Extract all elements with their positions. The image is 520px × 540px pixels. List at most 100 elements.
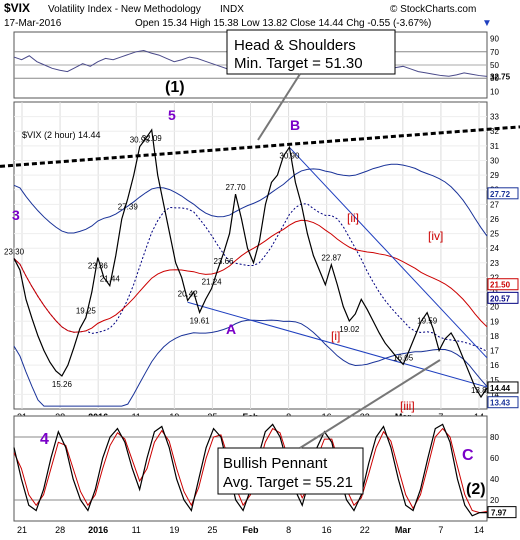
price-value-label: 23.30 <box>4 247 25 256</box>
wave-5-label: 5 <box>168 107 176 123</box>
wave-ii-label: [ii] <box>347 211 359 225</box>
stoch-x-tick: 28 <box>55 525 65 535</box>
stoch-x-tick: 14 <box>474 525 484 535</box>
price-value-label: 16.05 <box>393 353 414 362</box>
price-tick-label: 15 <box>490 376 499 385</box>
rsi-tick-label: 30 <box>490 74 499 83</box>
exchange-label: INDX <box>220 4 244 15</box>
rsi-current-value: 32.75 <box>490 72 511 81</box>
stoch-x-tick: Mar <box>395 525 412 535</box>
price-value-label: 20.42 <box>178 290 199 299</box>
watermark: © StockCharts.com <box>390 4 476 15</box>
price-tick-label: 25 <box>490 230 499 239</box>
price-tick-label: 31 <box>490 142 499 151</box>
symbol-title: $VIX <box>4 1 30 15</box>
stoch-axis: 20 40 60 80 7.97 <box>487 433 517 519</box>
price-value-label: 32.09 <box>142 134 163 143</box>
price-tick-label: 23 <box>490 259 499 268</box>
stoch-x-tick: 22 <box>360 525 370 535</box>
stoch-x-tick: 8 <box>286 525 291 535</box>
rsi-tick-label: 70 <box>490 48 499 57</box>
price-tick-label: 32 <box>490 127 499 136</box>
price-value-label: 23.36 <box>88 262 109 271</box>
price-panel-title: $VIX (2 hour) 14.44 <box>22 130 101 140</box>
price-tick-label: 26 <box>490 215 499 224</box>
price-labels: 23.30 15.26 19.25 23.36 21.44 27.39 30.9532.09… <box>4 134 492 395</box>
price-tick-label: 17 <box>490 347 499 356</box>
price-value-label: 15.26 <box>52 380 73 389</box>
hs-neckline <box>0 125 520 168</box>
stoch-x-tick: 25 <box>207 525 217 535</box>
price-overlays <box>0 125 520 407</box>
price-value-label: 30.95 <box>130 136 151 145</box>
price-badge-box <box>487 396 519 409</box>
price-tick-label: 30 <box>490 156 499 165</box>
price-badge-box <box>487 187 519 200</box>
bp-callout-line2: Avg. Target = 55.21 <box>223 474 353 491</box>
rsi-tick-label: 10 <box>490 87 499 96</box>
stoch-x-tick: 19 <box>169 525 179 535</box>
pennant-lower-line <box>187 301 488 388</box>
price-badge-value: 27.72 <box>490 190 511 199</box>
price-value-label: 21.24 <box>202 278 223 287</box>
sma-long-line <box>13 219 488 333</box>
wave-1-label: (1) <box>165 79 185 96</box>
stoch-x-tick: 11 <box>132 525 141 535</box>
price-badge-box <box>487 381 519 394</box>
price-value-label: 19.25 <box>76 307 97 316</box>
stoch-x-tick: Feb <box>242 525 259 535</box>
wave-4-label: 4 <box>40 431 49 448</box>
price-value-label: 19.02 <box>339 325 360 334</box>
price-value-label: 27.39 <box>118 203 139 212</box>
price-badges: 27.72 21.50 20.57 14.44 13.43 <box>487 187 519 409</box>
price-tick-label: 20 <box>490 303 499 312</box>
wave-C-label: C <box>462 447 474 464</box>
wave-iii-label: [iii] <box>400 399 415 413</box>
hs-callout-line2: Min. Target = 51.30 <box>234 55 363 72</box>
price-tick-label: 27 <box>490 200 499 209</box>
price-value-label: 19.61 <box>190 316 211 325</box>
price-tick-label: 18 <box>490 332 499 341</box>
stoch-tick-label: 20 <box>490 496 499 505</box>
index-name: Volatility Index - New Methodology <box>48 4 201 15</box>
stoch-tick-label: 80 <box>490 433 499 442</box>
price-badge-box <box>487 278 519 291</box>
pennant-upper-line <box>289 146 488 359</box>
stoch-tick-label: 40 <box>490 475 499 484</box>
hs-callout-line1: Head & Shoulders <box>234 37 356 54</box>
stoch-current-value: 7.97 <box>491 509 507 518</box>
rsi-axis: 10 30 50 70 90 32.75 <box>490 35 511 97</box>
price-value-label: 19.59 <box>417 317 438 326</box>
price-tick-label: 24 <box>490 244 499 253</box>
price-badge-value: 13.43 <box>490 399 511 408</box>
price-tick-label: 29 <box>490 171 499 180</box>
price-badge-box <box>487 291 519 304</box>
wave-iv-label: [iv] <box>428 229 443 243</box>
wave-2-label: (2) <box>466 481 486 498</box>
price-value-label: 21.44 <box>100 275 121 284</box>
wave-B-label: B <box>290 117 300 133</box>
quote-line: Open 15.34 High 15.38 Low 13.82 Close 14… <box>135 18 431 29</box>
stoch-badge-box <box>487 506 517 519</box>
price-value-label: 27.70 <box>226 183 247 192</box>
rsi-tick-label: 50 <box>490 61 499 70</box>
bp-callout-pointer <box>299 359 441 449</box>
price-tick-label: 33 <box>490 113 499 122</box>
hs-callout-box <box>226 29 396 75</box>
stoch-tick-label: 60 <box>490 454 499 463</box>
price-tick-label: 19 <box>490 317 499 326</box>
price-value-label: 13.82 <box>471 386 492 395</box>
price-value-label: 22.87 <box>321 254 342 263</box>
price-badge-value: 14.44 <box>490 384 511 393</box>
price-badge-value: 20.57 <box>490 294 511 303</box>
sma-short-line <box>13 203 488 352</box>
hs-callout-pointer <box>257 73 301 141</box>
bp-callout-box <box>217 447 364 495</box>
wave-A-label: A <box>226 321 236 337</box>
price-tick-label: 16 <box>490 361 499 370</box>
wave-i-label: [i] <box>331 329 340 343</box>
price-value-label: 23.66 <box>214 257 235 266</box>
bp-callout-line1: Bullish Pennant <box>223 455 328 472</box>
quote-arrow-icon: ▼ <box>482 18 492 29</box>
